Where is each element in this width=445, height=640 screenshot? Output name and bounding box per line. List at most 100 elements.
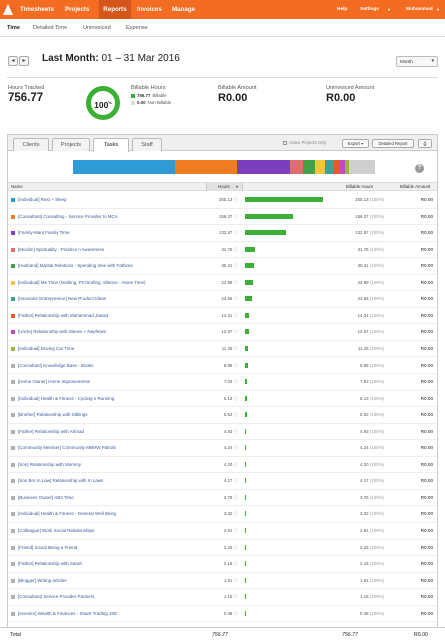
table-row[interactable]: [Individual] Health & Fitness - General …: [8, 506, 437, 523]
table-row[interactable]: [Innovator Entrepreneur] New Product Ide…: [8, 291, 437, 308]
table-row[interactable]: [Muslim] Spirituality - Practice n Aware…: [8, 242, 437, 259]
stacked-bar-segment[interactable]: [290, 160, 303, 174]
table-row[interactable]: [Consultant] Knowledge Base - Books 8.98 …: [8, 358, 437, 374]
task-name-link[interactable]: [Blogger] Writing articles: [18, 577, 67, 583]
table-row[interactable]: [Family-Man] Family Time 132.87 ⓘ 132.87 (…: [8, 225, 437, 242]
info-icon[interactable]: ⓘ: [233, 312, 238, 318]
table-row[interactable]: [Son] Relationship with Mommy 4.20 ⓘ 4.20 …: [8, 457, 437, 474]
info-icon[interactable]: ⓘ: [233, 395, 238, 401]
nav-timesheets[interactable]: Timesheets: [20, 6, 54, 13]
info-icon[interactable]: ⓘ: [233, 197, 238, 202]
chevron-down-icon[interactable]: ▾: [437, 7, 440, 12]
stacked-bar-segment[interactable]: [344, 160, 350, 174]
table-row[interactable]: [Blogger] Writing articles 1.91 ⓘ 1.91 (10…: [8, 573, 437, 590]
info-icon[interactable]: ⓘ: [233, 428, 238, 434]
info-icon[interactable]: ⓘ: [233, 246, 238, 252]
task-name-link[interactable]: [Consultant] Service Provider Partners: [18, 594, 95, 600]
task-name-link[interactable]: [Individual] Health & Fitness - General …: [18, 511, 117, 517]
tab-staff[interactable]: Staff: [132, 138, 162, 151]
table-row[interactable]: [Home Owner] Home Improvements 7.03 ⓘ 7.03…: [8, 374, 437, 391]
info-icon[interactable]: ⓘ: [233, 379, 238, 385]
info-icon[interactable]: ⓘ: [233, 561, 238, 567]
stacked-bar-segment[interactable]: [314, 160, 325, 174]
subnav-time[interactable]: Time: [7, 25, 20, 31]
table-row[interactable]: [Friend] Social Being a Friend 2.25 ⓘ 2.25…: [8, 540, 437, 557]
task-name-link[interactable]: [Innovator Entrepreneur] New Product Ide…: [18, 296, 107, 302]
table-row[interactable]: [Community Member] Community MBHW Patrol…: [8, 440, 437, 457]
stacked-bar-segment[interactable]: [334, 160, 340, 174]
info-icon[interactable]: ⓘ: [233, 478, 238, 484]
table-row[interactable]: [Business Owner] AB3 Time 3.76 ⓘ 3.76 (100…: [8, 490, 437, 507]
task-name-link[interactable]: [Son] Relationship with Mommy: [18, 461, 82, 467]
col-billable-amount[interactable]: Billable Amount: [400, 184, 431, 189]
task-name-link[interactable]: [Son Bro In Law] Relationship with In La…: [18, 478, 104, 484]
nav-invoices[interactable]: Invoices: [137, 6, 162, 13]
task-name-link[interactable]: [Individual] Driving Car Time: [18, 345, 75, 351]
stacked-bar-segment[interactable]: [174, 160, 238, 174]
app-logo-icon[interactable]: [3, 4, 13, 15]
nav-projects[interactable]: Projects: [65, 6, 90, 13]
info-icon[interactable]: ⓘ: [233, 279, 238, 285]
task-name-link[interactable]: [Uncle] Relationship with Nieces + Nephe…: [18, 329, 107, 335]
subnav-detailed-time[interactable]: Detailed Time: [33, 25, 68, 31]
active-projects-only-checkbox[interactable]: Active Projects Only: [283, 140, 326, 145]
period-select[interactable]: Month ▾: [396, 56, 438, 67]
info-icon[interactable]: ⓘ: [233, 345, 238, 351]
table-row[interactable]: [Individual] Health & Fitness - Cycling …: [8, 391, 437, 408]
stacked-bar-segment[interactable]: [73, 160, 175, 174]
info-icon[interactable]: ⓘ: [233, 329, 238, 335]
nav-user-menu[interactable]: Muhammad: [406, 7, 433, 12]
table-row[interactable]: [Individual] Driving Car Time 11.25 ⓘ 11.2…: [8, 341, 437, 358]
table-row[interactable]: [Individual] Me Time (Nothing, PC/Surfin…: [8, 275, 437, 292]
nav-help[interactable]: Help: [337, 7, 348, 12]
stacked-bar-segment[interactable]: [349, 160, 375, 174]
hours-sort-column[interactable]: [206, 183, 243, 191]
col-hours[interactable]: Hours: [218, 184, 230, 189]
task-name-link[interactable]: [Consultant] Consulting - Service Provid…: [18, 213, 118, 219]
table-row[interactable]: [Consultant] Service Provider Partners 1.…: [8, 589, 437, 606]
task-name-link[interactable]: [Individual] Health & Fitness - Cycling …: [18, 395, 115, 401]
task-name-link[interactable]: [Father] Relationship with Muhammad Jawa…: [18, 312, 109, 318]
task-name-link[interactable]: [Individual] Rest + Sleep: [18, 197, 67, 202]
stacked-bar-segment[interactable]: [237, 160, 291, 174]
subnav-uninvoiced[interactable]: Uninvoiced: [83, 25, 111, 31]
task-name-link[interactable]: [Family-Man] Family Time: [18, 230, 70, 236]
table-row[interactable]: [Consultant] Consulting - Service Provid…: [8, 209, 437, 226]
table-row[interactable]: [Brother] Relationship with Siblings 5.52…: [8, 407, 437, 424]
task-name-link[interactable]: [Father] Relationship with Sarah: [18, 561, 83, 567]
user-caret-icon[interactable]: ▾: [388, 7, 391, 12]
subnav-expense[interactable]: Expense: [126, 25, 148, 31]
next-period-button[interactable]: ▸: [19, 56, 29, 66]
tab-clients[interactable]: Clients: [13, 138, 49, 151]
info-icon[interactable]: ⓘ: [233, 412, 238, 418]
info-icon[interactable]: ⓘ: [233, 461, 238, 467]
info-icon[interactable]: ⓘ: [233, 296, 238, 302]
table-row[interactable]: [Uncle] Relationship with Nieces + Nephe…: [8, 324, 437, 341]
nav-manage[interactable]: Manage: [172, 6, 196, 13]
task-name-link[interactable]: [Home Owner] Home Improvements: [18, 379, 91, 385]
info-icon[interactable]: ⓘ: [233, 610, 238, 616]
info-icon[interactable]: ⓘ: [233, 362, 238, 368]
table-row[interactable]: [Investor] Wealth & Finances - Share Tra…: [8, 606, 437, 623]
table-row[interactable]: [Husband] Marital Relations - Spending t…: [8, 258, 437, 275]
task-name-link[interactable]: [Consultant] Knowledge Base - Books: [18, 362, 94, 368]
task-name-link[interactable]: [Friend] Social Being a Friend: [18, 544, 78, 550]
task-name-link[interactable]: [Husband] Marital Relations - Spending t…: [18, 263, 133, 269]
stacked-bar-segment[interactable]: [302, 160, 315, 174]
tab-projects[interactable]: Projects: [52, 138, 90, 151]
task-name-link[interactable]: [Investor] Wealth & Finances - Share Tra…: [18, 610, 118, 616]
table-row[interactable]: [Colleague] Work Social Relationships 2.8…: [8, 523, 437, 540]
task-name-link[interactable]: [Individual] Me Time (Nothing, PC/Surfin…: [18, 279, 146, 285]
sort-desc-icon[interactable]: ▾: [236, 184, 239, 189]
info-icon[interactable]: ⓘ: [233, 511, 238, 517]
table-row[interactable]: [Son Bro In Law] Relationship with In La…: [8, 473, 437, 490]
help-icon[interactable]: ?: [415, 164, 424, 173]
table-row[interactable]: [Individual] Rest + Sleep 255.13 ⓘ 255.13 …: [8, 192, 437, 209]
info-icon[interactable]: ⓘ: [233, 594, 238, 600]
nav-reports[interactable]: Reports: [99, 0, 131, 19]
table-row[interactable]: [Father] Relationship with Ahmad 4.93 ⓘ 4.…: [8, 424, 437, 441]
table-row[interactable]: [Father] Relationship with Sarah 2.16 ⓘ 2.…: [8, 556, 437, 573]
info-icon[interactable]: ⓘ: [233, 263, 238, 269]
info-icon[interactable]: ⓘ: [233, 577, 238, 583]
tab-tasks[interactable]: Tasks: [93, 138, 129, 152]
